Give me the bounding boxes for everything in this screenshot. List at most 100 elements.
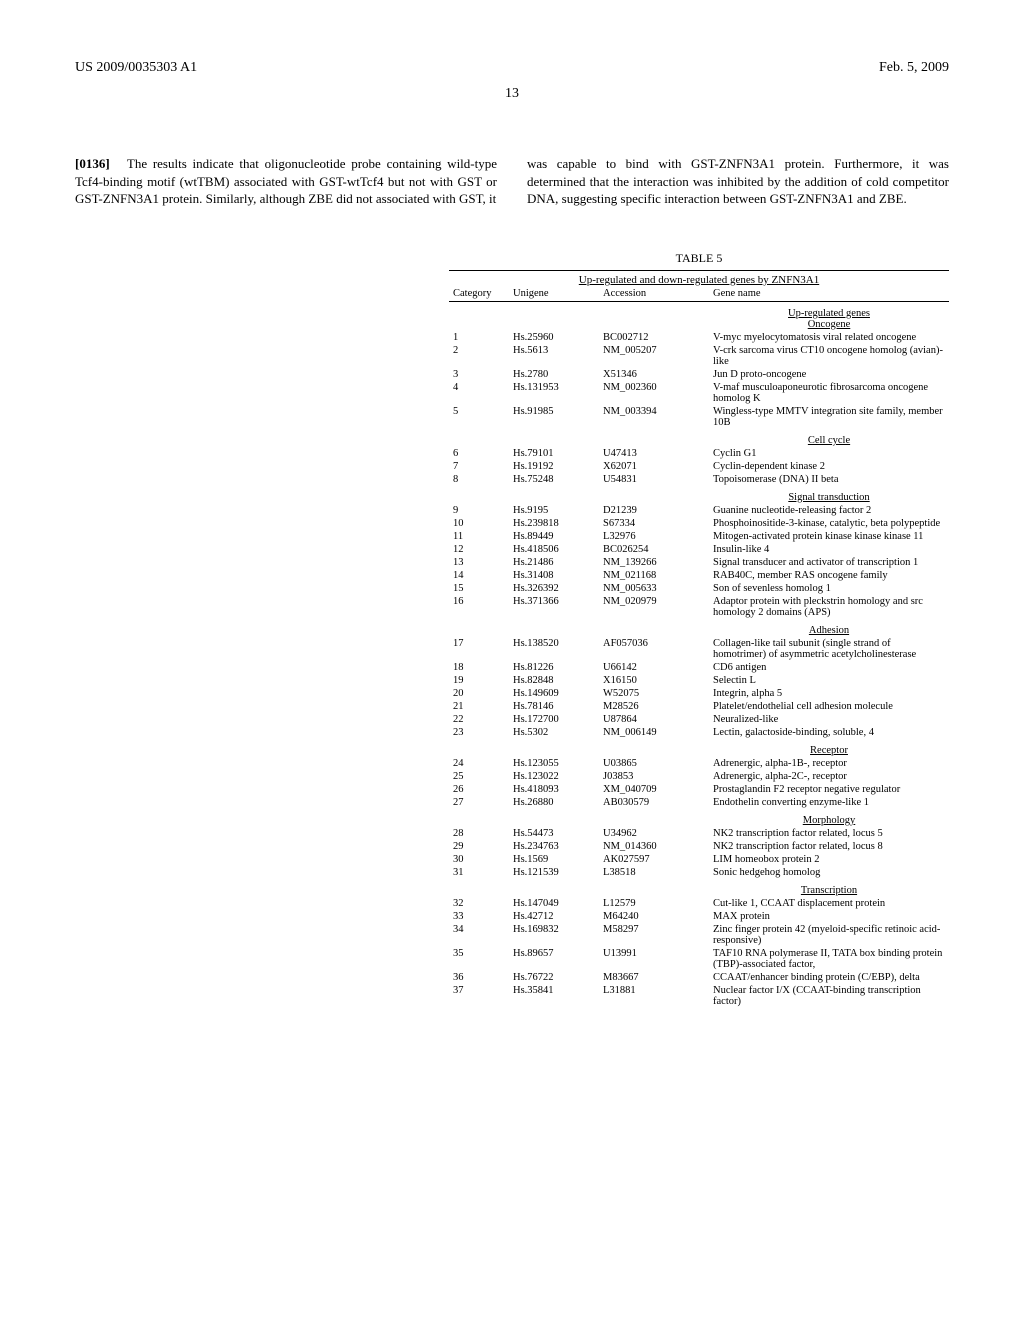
table-cell: U54831 bbox=[599, 473, 709, 486]
table-cell: LIM homeobox protein 2 bbox=[709, 853, 949, 866]
section-label: Adhesion bbox=[709, 619, 949, 637]
table-cell: V-crk sarcoma virus CT10 oncogene homolo… bbox=[709, 344, 949, 368]
table-row: 16Hs.371366NM_020979Adaptor protein with… bbox=[449, 595, 949, 619]
table-cell: Collagen-like tail subunit (single stran… bbox=[709, 637, 949, 661]
table-cell: 28 bbox=[449, 827, 509, 840]
table-cell: Hs.234763 bbox=[509, 840, 599, 853]
table-subcaption: Up-regulated and down-regulated genes by… bbox=[449, 270, 949, 286]
table-cell: Mitogen-activated protein kinase kinase … bbox=[709, 530, 949, 543]
table-cell: NM_002360 bbox=[599, 381, 709, 405]
table-row: 18Hs.81226U66142CD6 antigen bbox=[449, 661, 949, 674]
table-row: 22Hs.172700U87864Neuralized-like bbox=[449, 713, 949, 726]
table-cell: TAF10 RNA polymerase II, TATA box bindin… bbox=[709, 947, 949, 971]
page-header: US 2009/0035303 A1 Feb. 5, 2009 bbox=[75, 60, 949, 76]
table-cell: Hs.123055 bbox=[509, 757, 599, 770]
page-number: 13 bbox=[75, 86, 949, 102]
table-cell: Guanine nucleotide-releasing factor 2 bbox=[709, 504, 949, 517]
table-cell: 14 bbox=[449, 569, 509, 582]
table-cell: 33 bbox=[449, 910, 509, 923]
table-cell: Hs.239818 bbox=[509, 517, 599, 530]
table-cell: Adaptor protein with pleckstrin homology… bbox=[709, 595, 949, 619]
table-cell: AB030579 bbox=[599, 796, 709, 809]
table-cell: 1 bbox=[449, 331, 509, 344]
table-row: 31Hs.121539L38518Sonic hedgehog homolog bbox=[449, 866, 949, 879]
section-label: Signal transduction bbox=[709, 486, 949, 504]
table-row: 21Hs.78146M28526Platelet/endothelial cel… bbox=[449, 700, 949, 713]
table-cell: 4 bbox=[449, 381, 509, 405]
table-cell: U66142 bbox=[599, 661, 709, 674]
table-cell: Hs.121539 bbox=[509, 866, 599, 879]
table-cell: Phosphoinositide-3-kinase, catalytic, be… bbox=[709, 517, 949, 530]
table-cell: NK2 transcription factor related, locus … bbox=[709, 827, 949, 840]
table-cell: 30 bbox=[449, 853, 509, 866]
table-cell: Hs.42712 bbox=[509, 910, 599, 923]
table-cell: Hs.149609 bbox=[509, 687, 599, 700]
table-cell: NM_139266 bbox=[599, 556, 709, 569]
table-row: 26Hs.418093XM_040709Prostaglandin F2 rec… bbox=[449, 783, 949, 796]
table-cell: X16150 bbox=[599, 674, 709, 687]
table-cell: Hs.21486 bbox=[509, 556, 599, 569]
section-label: Cell cycle bbox=[709, 429, 949, 447]
table-cell: Jun D proto-oncogene bbox=[709, 368, 949, 381]
table-col-header: Accession bbox=[599, 286, 709, 302]
table-cell: RAB40C, member RAS oncogene family bbox=[709, 569, 949, 582]
table-cell: 35 bbox=[449, 947, 509, 971]
table-row: 9Hs.9195D21239Guanine nucleotide-releasi… bbox=[449, 504, 949, 517]
table-cell: 9 bbox=[449, 504, 509, 517]
table-row: 5Hs.91985NM_003394Wingless-type MMTV int… bbox=[449, 405, 949, 429]
table-cell: 24 bbox=[449, 757, 509, 770]
table-cell: 10 bbox=[449, 517, 509, 530]
table-cell: AF057036 bbox=[599, 637, 709, 661]
table-cell: Hs.91985 bbox=[509, 405, 599, 429]
table-cell: 36 bbox=[449, 971, 509, 984]
table-cell: Hs.75248 bbox=[509, 473, 599, 486]
table-cell: Hs.78146 bbox=[509, 700, 599, 713]
table-cell: XM_040709 bbox=[599, 783, 709, 796]
table-section-header: Up-regulated genesOncogene bbox=[449, 301, 949, 331]
table-row: 37Hs.35841L31881Nuclear factor I/X (CCAA… bbox=[449, 984, 949, 1008]
table-cell: Hs.169832 bbox=[509, 923, 599, 947]
table-row: 7Hs.19192X62071Cyclin-dependent kinase 2 bbox=[449, 460, 949, 473]
table-row: 36Hs.76722M83667CCAAT/enhancer binding p… bbox=[449, 971, 949, 984]
table-cell: U34962 bbox=[599, 827, 709, 840]
table-cell: L32976 bbox=[599, 530, 709, 543]
table-row: 2Hs.5613NM_005207V-crk sarcoma virus CT1… bbox=[449, 344, 949, 368]
table-row: 1Hs.25960BC002712V-myc myelocytomatosis … bbox=[449, 331, 949, 344]
table-cell: Selectin L bbox=[709, 674, 949, 687]
table-cell: Hs.82848 bbox=[509, 674, 599, 687]
table-5: TABLE 5 Up-regulated and down-regulated … bbox=[449, 251, 949, 1008]
table-cell: J03853 bbox=[599, 770, 709, 783]
table-row: 10Hs.239818S67334Phosphoinositide-3-kina… bbox=[449, 517, 949, 530]
table-cell: Sonic hedgehog homolog bbox=[709, 866, 949, 879]
table-cell: Hs.418506 bbox=[509, 543, 599, 556]
table-row: 11Hs.89449L32976Mitogen-activated protei… bbox=[449, 530, 949, 543]
table-cell: NM_003394 bbox=[599, 405, 709, 429]
section-label: Receptor bbox=[709, 739, 949, 757]
table-cell: X51346 bbox=[599, 368, 709, 381]
table-cell: NM_006149 bbox=[599, 726, 709, 739]
table-cell: 17 bbox=[449, 637, 509, 661]
table-row: 6Hs.79101U47413Cyclin G1 bbox=[449, 447, 949, 460]
table-cell: BC002712 bbox=[599, 331, 709, 344]
table-row: 33Hs.42712M64240MAX protein bbox=[449, 910, 949, 923]
table-cell: Hs.326392 bbox=[509, 582, 599, 595]
table-cell: NK2 transcription factor related, locus … bbox=[709, 840, 949, 853]
table-cell: Cyclin-dependent kinase 2 bbox=[709, 460, 949, 473]
table-cell: 37 bbox=[449, 984, 509, 1008]
table-cell: Platelet/endothelial cell adhesion molec… bbox=[709, 700, 949, 713]
table-cell: Hs.79101 bbox=[509, 447, 599, 460]
section-label: Up-regulated genesOncogene bbox=[709, 301, 949, 331]
table-section-header: Receptor bbox=[449, 739, 949, 757]
table-row: 27Hs.26880AB030579Endothelin converting … bbox=[449, 796, 949, 809]
table-cell: Hs.138520 bbox=[509, 637, 599, 661]
table-row: 29Hs.234763NM_014360NK2 transcription fa… bbox=[449, 840, 949, 853]
table-cell: 23 bbox=[449, 726, 509, 739]
table-cell: Hs.89449 bbox=[509, 530, 599, 543]
table-section-header: Transcription bbox=[449, 879, 949, 897]
table-cell: 25 bbox=[449, 770, 509, 783]
table-cell: 32 bbox=[449, 897, 509, 910]
table-cell: 34 bbox=[449, 923, 509, 947]
table-cell: L31881 bbox=[599, 984, 709, 1008]
table-cell: Son of sevenless homolog 1 bbox=[709, 582, 949, 595]
paragraph-cont: was capable to bind with GST-ZNFN3A1 pro… bbox=[527, 155, 949, 208]
